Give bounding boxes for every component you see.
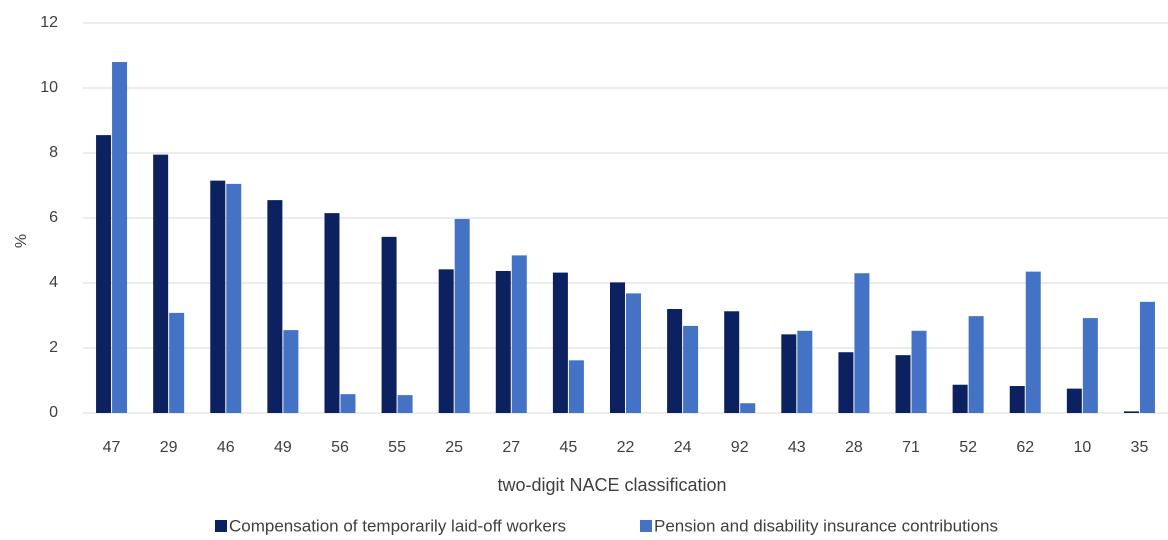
x-tick-label: 10 (1073, 439, 1091, 456)
legend-swatch (215, 520, 227, 532)
bar (340, 394, 356, 413)
bar (112, 62, 128, 413)
x-tick-label: 43 (788, 439, 806, 456)
x-tick-label: 35 (1131, 439, 1149, 456)
bar (952, 384, 968, 413)
x-tick-label: 27 (502, 439, 520, 456)
bar (781, 334, 797, 413)
x-tick-label: 56 (331, 439, 349, 456)
bar (438, 269, 454, 413)
bar (1025, 271, 1041, 413)
x-tick-label: 62 (1016, 439, 1034, 456)
x-tick-label: 71 (902, 439, 920, 456)
y-tick-label: 12 (40, 14, 58, 31)
bar (210, 180, 226, 413)
bar (169, 312, 185, 413)
x-tick-label: 29 (160, 439, 178, 456)
x-tick-label: 47 (103, 439, 121, 456)
y-tick-label: 4 (49, 274, 58, 291)
y-axis-title: % (13, 234, 30, 248)
x-tick-label: 55 (388, 439, 406, 456)
bar (724, 311, 740, 413)
x-tick-label: 52 (959, 439, 977, 456)
bar (667, 309, 683, 413)
bar (226, 183, 242, 413)
y-tick-label: 6 (49, 209, 58, 226)
x-tick-label: 25 (445, 439, 463, 456)
bar (1139, 301, 1155, 413)
x-tick-label: 22 (617, 439, 635, 456)
y-tick-label: 0 (49, 404, 58, 421)
bar (911, 330, 927, 413)
bar (324, 213, 340, 413)
bar (267, 200, 283, 413)
bar (552, 272, 568, 413)
bar (797, 330, 813, 413)
bar (397, 395, 413, 413)
bar (1009, 386, 1025, 413)
y-tick-label: 2 (49, 339, 58, 356)
bar (968, 316, 984, 413)
x-tick-label: 49 (274, 439, 292, 456)
bar (283, 330, 299, 413)
bar (740, 403, 756, 413)
legend-label: Compensation of temporarily laid-off wor… (229, 516, 566, 535)
bar (454, 218, 470, 413)
y-tick-label: 10 (40, 79, 58, 96)
bar (153, 154, 169, 413)
legend-swatch (640, 520, 652, 532)
bar (895, 355, 911, 413)
y-tick-label: 8 (49, 144, 58, 161)
bar (381, 236, 397, 413)
bar (626, 293, 641, 413)
bar (854, 273, 870, 413)
x-tick-label: 45 (559, 439, 577, 456)
x-tick-label: 24 (674, 439, 692, 456)
bar (838, 352, 854, 413)
bar (1066, 388, 1082, 413)
x-axis-title: two-digit NACE classification (497, 475, 726, 495)
bar (683, 325, 699, 413)
bar (1123, 411, 1139, 413)
bar (1082, 318, 1098, 413)
bar (495, 270, 511, 413)
bar (568, 360, 584, 413)
bar (511, 255, 527, 413)
bar (96, 135, 112, 413)
x-tick-label: 28 (845, 439, 863, 456)
x-tick-label: 46 (217, 439, 235, 456)
bar (610, 282, 625, 413)
x-tick-label: 92 (731, 439, 749, 456)
legend-label: Pension and disability insurance contrib… (654, 516, 998, 535)
